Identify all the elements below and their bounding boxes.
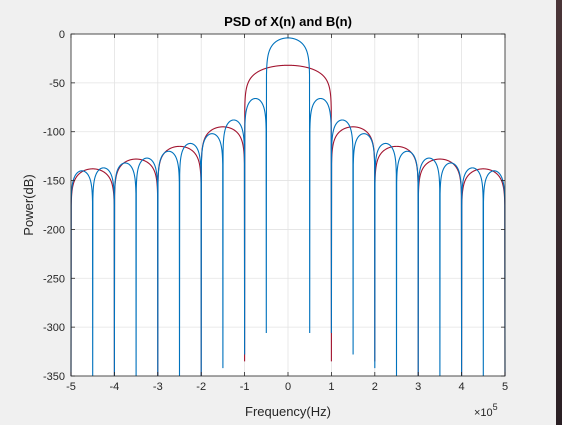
y-tick-label: -350 — [43, 371, 65, 383]
y-tick-label: -50 — [49, 78, 65, 90]
x-tick-label: 5 — [502, 381, 508, 393]
x-tick-label: 4 — [459, 381, 465, 393]
x-tick-label: -5 — [66, 381, 76, 393]
x-multiplier-exponent: 5 — [493, 402, 498, 412]
window-edge — [556, 0, 562, 425]
x-tick-label: -2 — [196, 381, 206, 393]
x-tick-label: 2 — [372, 381, 378, 393]
tick-labels: -5 -4 -3 -2 -1 0 1 2 3 4 5 0 -50 -100 -150 -200 -250 -300… — [43, 29, 508, 393]
x-tick-label: 3 — [415, 381, 421, 393]
x-multiplier-label: ×105 — [474, 402, 498, 419]
x-tick-label: -1 — [240, 381, 250, 393]
y-tick-label: 0 — [59, 29, 65, 41]
y-tick-label: -300 — [43, 322, 65, 334]
x-tick-label: 1 — [328, 381, 334, 393]
x-tick-label: -4 — [110, 381, 120, 393]
y-tick-label: -200 — [43, 224, 65, 236]
y-tick-label: -150 — [43, 176, 65, 188]
x-tick-label: 0 — [285, 381, 291, 393]
x-multiplier-base: ×10 — [474, 407, 493, 419]
y-axis-label: Power(dB) — [21, 174, 36, 235]
y-tick-label: -100 — [43, 127, 65, 139]
x-tick-label: -3 — [153, 381, 163, 393]
ticks — [70, 33, 506, 377]
chart-title: PSD of X(n) and B(n) — [224, 14, 352, 29]
series-line-1 — [70, 64, 506, 377]
x-axis-label: Frequency(Hz) — [245, 404, 331, 419]
y-tick-label: -250 — [43, 273, 65, 285]
